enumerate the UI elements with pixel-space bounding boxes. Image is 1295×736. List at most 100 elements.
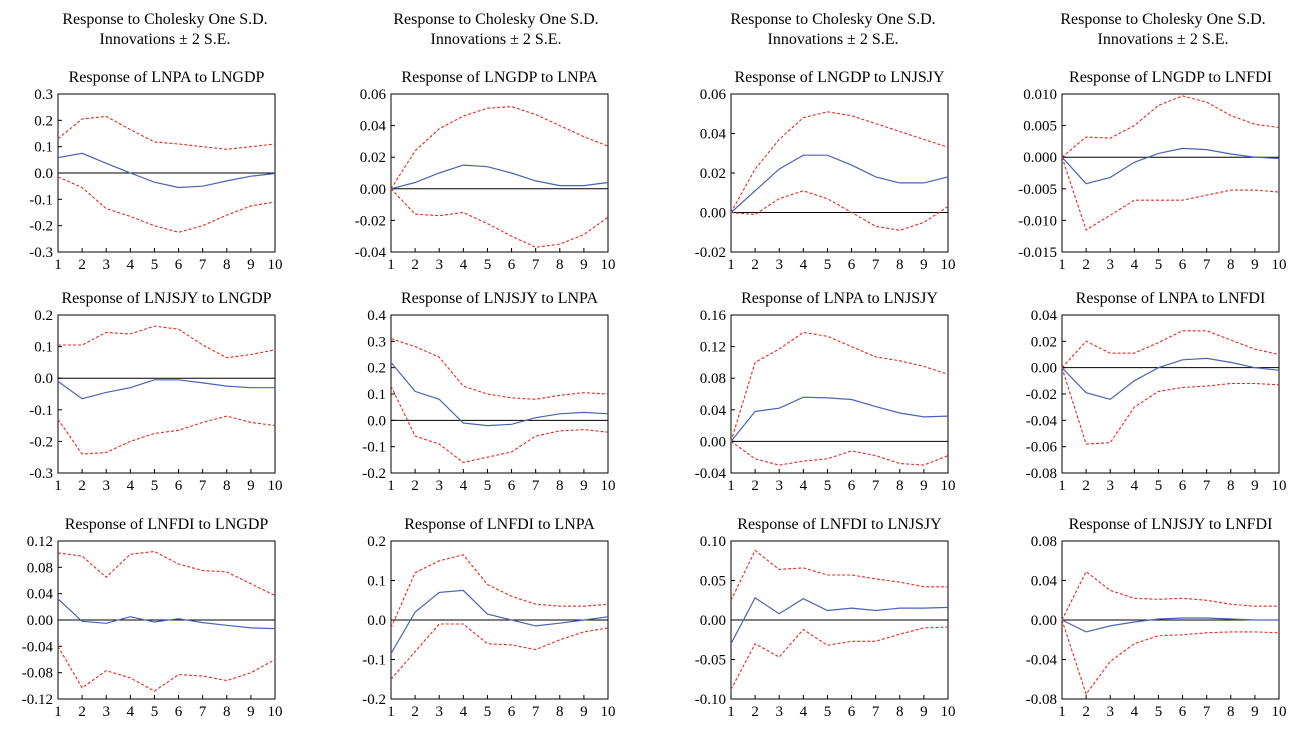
upper-band-line — [1061, 330, 1280, 369]
response-line — [730, 396, 949, 442]
x-tick-label: 9 — [247, 704, 255, 720]
y-tick-label: -0.12 — [22, 692, 53, 708]
x-tick-label: 10 — [268, 478, 283, 494]
x-tick-label: 7 — [199, 478, 207, 494]
y-tick-label: 0.0 — [34, 371, 53, 387]
x-tick-label: 3 — [1106, 478, 1114, 494]
upper-band-line — [57, 550, 276, 597]
y-tick-label: 0.04 — [700, 403, 727, 419]
x-tick-label: 5 — [151, 257, 159, 273]
x-tick-label: 4 — [460, 257, 468, 273]
x-tick-label: 1 — [54, 478, 62, 494]
y-tick-label: -0.1 — [29, 192, 53, 208]
x-tick-label: 6 — [508, 478, 516, 494]
x-tick-label: 6 — [848, 478, 856, 494]
x-tick-label: 8 — [896, 704, 904, 720]
x-tick-label: 5 — [484, 704, 492, 720]
x-tick-label: 7 — [1203, 478, 1211, 494]
x-tick-label: 8 — [556, 478, 564, 494]
response-line — [1061, 357, 1280, 400]
x-tick-label: 5 — [824, 704, 832, 720]
y-tick-label: 0.2 — [367, 534, 386, 550]
panel-title: Response of LNFDI to LNPA — [404, 516, 595, 533]
x-tick-label: 4 — [800, 704, 808, 720]
x-tick-label: 10 — [941, 704, 956, 720]
y-tick-label: 0.02 — [360, 150, 386, 166]
y-tick-label: -0.1 — [362, 440, 386, 456]
panel-title: Response of LNPA to LNFDI — [1076, 290, 1266, 307]
panel-title: Response of LNFDI to LNJSJY — [737, 516, 942, 533]
x-tick-label: 7 — [199, 257, 207, 273]
x-tick-label: 2 — [78, 704, 86, 720]
plot-frame — [57, 314, 276, 474]
y-tick-label: 0.10 — [700, 534, 726, 550]
response-line — [390, 164, 609, 190]
x-tick-label: 5 — [484, 478, 492, 494]
panel-title: Response of LNPA to LNGDP — [69, 69, 265, 86]
plot-frame — [730, 93, 949, 253]
plot-frame — [1061, 93, 1280, 253]
x-tick-label: 5 — [1155, 257, 1163, 273]
x-tick-label: 1 — [1058, 478, 1066, 494]
x-tick-label: 6 — [1179, 704, 1187, 720]
column-header-line2: Innovations ± 2 S.E. — [430, 31, 562, 48]
x-tick-label: 4 — [1131, 478, 1139, 494]
x-tick-label: 4 — [800, 257, 808, 273]
x-tick-label: 2 — [751, 478, 759, 494]
x-tick-label: 6 — [175, 478, 183, 494]
y-tick-label: 0.00 — [1031, 361, 1057, 377]
x-tick-label: 1 — [1058, 257, 1066, 273]
y-tick-label: 0.1 — [34, 140, 53, 156]
x-tick-label: 7 — [199, 704, 207, 720]
x-tick-label: 8 — [223, 704, 231, 720]
upper-band-line — [730, 111, 949, 213]
x-tick-label: 10 — [601, 478, 616, 494]
x-tick-label: 1 — [54, 257, 62, 273]
response-line — [390, 589, 609, 654]
x-tick-label: 5 — [824, 478, 832, 494]
response-line — [1061, 147, 1280, 185]
x-tick-label: 2 — [1082, 478, 1090, 494]
lower-band-line — [57, 176, 276, 233]
column-header-line1: Response to Cholesky One S.D. — [62, 11, 268, 28]
x-tick-label: 3 — [775, 478, 783, 494]
x-tick-label: 5 — [1155, 704, 1163, 720]
upper-band-line — [730, 331, 949, 442]
x-tick-label: 8 — [896, 257, 904, 273]
column-header-line1: Response to Cholesky One S.D. — [730, 11, 936, 28]
x-tick-label: 3 — [435, 257, 443, 273]
panel-title: Response of LNJSJY to LNPA — [401, 290, 599, 307]
y-tick-label: -0.1 — [362, 653, 386, 669]
irf-panel: Response of LNFDI to LNJSJY -0.10 -0.05 0.0… — [695, 516, 956, 720]
x-tick-label: 6 — [508, 257, 516, 273]
response-line — [730, 154, 949, 213]
x-tick-label: 8 — [223, 478, 231, 494]
x-tick-label: 10 — [1272, 704, 1287, 720]
x-tick-label: 9 — [920, 478, 928, 494]
x-tick-label: 1 — [1058, 704, 1066, 720]
y-tick-label: -0.10 — [695, 692, 726, 708]
y-tick-label: -0.010 — [1018, 213, 1057, 229]
y-tick-label: 0.010 — [1023, 87, 1057, 103]
x-tick-label: 2 — [78, 478, 86, 494]
x-tick-label: 4 — [460, 704, 468, 720]
y-tick-label: -0.04 — [1026, 653, 1058, 669]
x-tick-label: 10 — [601, 257, 616, 273]
x-tick-label: 4 — [127, 257, 135, 273]
y-tick-label: -0.3 — [29, 466, 53, 482]
x-tick-label: 1 — [387, 257, 395, 273]
x-tick-label: 2 — [751, 704, 759, 720]
y-tick-label: 0.1 — [367, 574, 386, 590]
x-tick-label: 9 — [247, 257, 255, 273]
column-header-4: Response to Cholesky One S.D. Innovation… — [1003, 10, 1295, 50]
x-tick-label: 8 — [556, 257, 564, 273]
plot-frame — [1061, 314, 1280, 474]
x-tick-label: 1 — [387, 478, 395, 494]
x-tick-label: 3 — [435, 704, 443, 720]
column-header-line2: Innovations ± 2 S.E. — [99, 31, 231, 48]
x-tick-label: 8 — [1227, 704, 1235, 720]
y-tick-label: -0.08 — [1026, 466, 1057, 482]
lower-band-line — [390, 188, 609, 248]
y-tick-label: -0.02 — [355, 213, 386, 229]
y-tick-label: 0.00 — [700, 434, 726, 450]
